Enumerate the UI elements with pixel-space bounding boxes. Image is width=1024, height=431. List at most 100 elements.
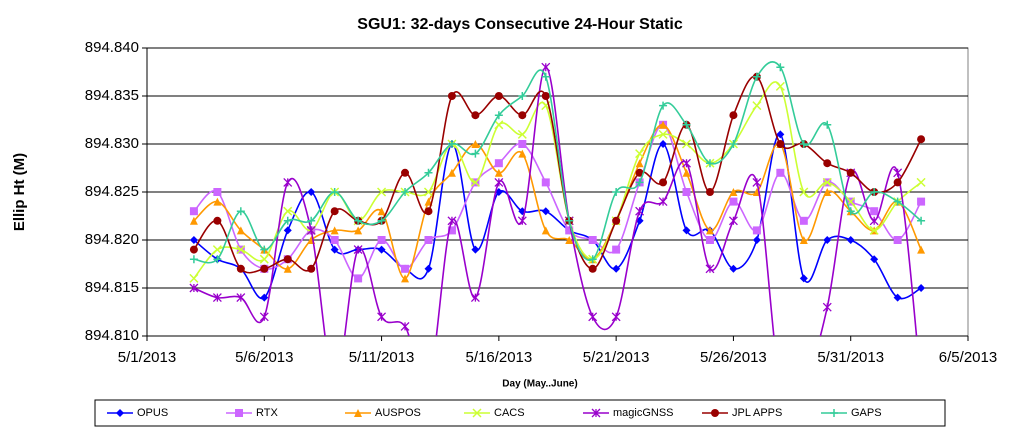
marker <box>588 312 598 322</box>
marker <box>470 177 480 187</box>
marker <box>822 302 832 312</box>
marker <box>681 139 692 149</box>
marker <box>330 226 339 235</box>
x-tick-label: 5/16/2013 <box>465 349 532 366</box>
marker <box>752 101 762 111</box>
marker <box>236 207 245 216</box>
marker <box>236 293 246 303</box>
marker <box>752 72 761 81</box>
marker <box>612 264 621 273</box>
marker <box>471 111 480 120</box>
series-line <box>193 124 922 280</box>
marker <box>588 236 597 244</box>
marker <box>565 216 574 225</box>
x-tick-label: 5/31/2013 <box>817 349 884 366</box>
marker <box>424 380 432 388</box>
marker <box>470 293 480 303</box>
marker <box>260 245 269 254</box>
marker <box>729 140 738 148</box>
marker <box>705 188 714 196</box>
marker <box>260 293 269 302</box>
marker <box>541 226 550 235</box>
marker <box>893 236 902 244</box>
marker <box>682 168 691 177</box>
x-tick-label: 5/11/2013 <box>349 349 415 366</box>
marker <box>917 245 926 254</box>
marker <box>705 264 715 274</box>
y-tick-label: 894.835 <box>85 87 139 104</box>
marker <box>494 111 503 120</box>
x-axis-title: Day (May..June) <box>502 379 577 390</box>
marker <box>471 140 480 148</box>
marker <box>893 197 902 206</box>
marker <box>799 187 809 197</box>
marker <box>870 207 879 216</box>
marker <box>306 225 316 235</box>
marker <box>611 312 621 322</box>
marker <box>870 188 879 196</box>
marker <box>541 207 550 216</box>
marker <box>447 216 457 226</box>
legend-label: GAPS <box>851 407 882 419</box>
marker <box>283 255 292 264</box>
marker <box>659 140 668 148</box>
marker <box>447 226 456 235</box>
marker <box>635 149 645 159</box>
marker <box>424 207 433 216</box>
marker <box>822 177 832 187</box>
marker <box>518 149 527 158</box>
marker <box>377 312 387 322</box>
marker <box>869 216 879 226</box>
y-axis-title: Ellip Ht (M) <box>11 153 28 231</box>
marker <box>799 236 808 244</box>
marker <box>116 409 124 417</box>
marker <box>400 321 410 331</box>
marker <box>401 168 410 177</box>
marker <box>776 168 785 177</box>
marker <box>893 178 902 187</box>
marker <box>236 226 245 235</box>
marker <box>518 92 527 100</box>
marker <box>705 236 714 244</box>
marker <box>189 207 198 216</box>
marker <box>659 178 668 187</box>
marker <box>588 255 597 264</box>
marker <box>330 236 339 244</box>
marker <box>189 283 199 293</box>
marker <box>494 92 503 100</box>
x-tick-label: 6/5/2013 <box>939 349 997 366</box>
marker <box>846 207 855 216</box>
marker <box>565 226 574 235</box>
marker <box>588 264 597 273</box>
marker <box>494 177 504 187</box>
marker <box>869 225 879 235</box>
marker <box>591 408 601 418</box>
marker <box>377 216 386 225</box>
marker <box>471 149 480 158</box>
marker <box>331 380 339 388</box>
marker <box>354 409 362 417</box>
marker <box>752 226 761 235</box>
marker <box>635 159 644 168</box>
marker <box>799 216 808 225</box>
marker <box>213 255 222 264</box>
marker <box>917 284 926 292</box>
marker <box>870 255 879 264</box>
marker <box>189 273 199 283</box>
marker <box>776 140 785 148</box>
marker <box>212 293 222 303</box>
marker <box>916 177 926 187</box>
marker <box>846 168 855 177</box>
legend-label: JPL APPS <box>732 407 782 419</box>
marker <box>354 274 363 283</box>
marker <box>729 264 738 273</box>
series-line <box>193 75 922 274</box>
marker <box>189 236 198 244</box>
marker <box>283 177 293 187</box>
x-tick-label: 5/26/2013 <box>700 349 767 366</box>
marker <box>424 236 433 244</box>
marker <box>212 245 222 255</box>
marker <box>682 226 691 235</box>
marker <box>752 236 761 244</box>
marker <box>635 206 645 216</box>
